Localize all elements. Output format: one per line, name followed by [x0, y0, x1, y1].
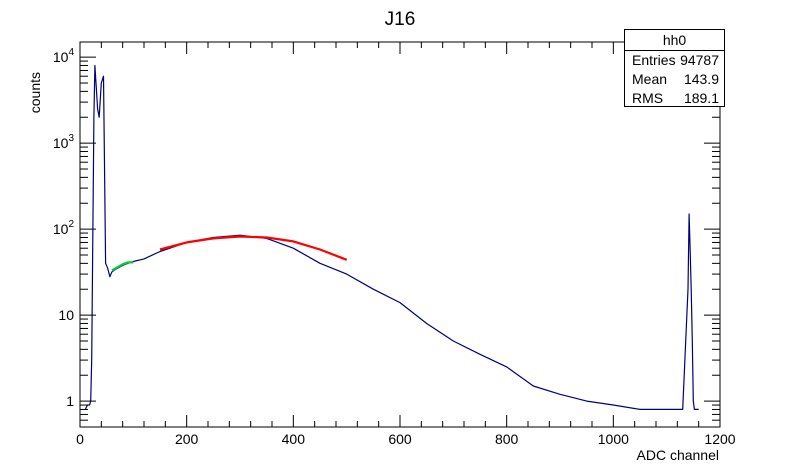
series-0-line — [84, 64, 699, 410]
stats-row-mean: Mean 143.9 — [625, 70, 724, 89]
series-1-line — [159, 235, 348, 261]
chart-title: J16 — [385, 9, 416, 30]
y-tick-label: 104 — [53, 47, 75, 65]
stats-label: RMS — [632, 90, 664, 106]
stats-label: Entries — [632, 52, 676, 68]
stats-value: 94787 — [680, 52, 719, 68]
stats-title: hh0 — [625, 30, 724, 51]
stats-value: 143.9 — [683, 71, 719, 87]
stats-row-entries: Entries 94787 — [625, 51, 724, 70]
series-2-line — [111, 261, 134, 272]
plot-frame — [79, 41, 721, 428]
stats-label: Mean — [632, 71, 668, 87]
x-tick-label: 200 — [175, 431, 199, 447]
x-tick-label: 800 — [495, 431, 519, 447]
y-tick-label: 102 — [53, 219, 75, 237]
x-axis-label: ADC channel — [637, 447, 720, 463]
x-tick-label: 600 — [388, 431, 412, 447]
x-tick-label: 1000 — [598, 431, 629, 447]
series-layer — [84, 64, 699, 410]
stats-row-rms: RMS 189.1 — [625, 89, 724, 108]
y-axis-label: counts — [27, 72, 43, 113]
x-tick-label: 1200 — [704, 431, 735, 447]
y-tick-label: 10 — [58, 307, 74, 323]
x-tick-label: 0 — [76, 431, 84, 447]
y-tick-label: 1 — [66, 393, 74, 409]
y-tick-label: 103 — [53, 133, 75, 151]
ticks-layer: 0 200 400 600 800 1000 1200 1 10 102 103 104 — [53, 42, 736, 447]
x-tick-label: 400 — [282, 431, 306, 447]
stats-value: 189.1 — [683, 90, 719, 106]
stats-box: hh0 Entries 94787 Mean 143.9 RMS 189.1 — [624, 29, 725, 107]
